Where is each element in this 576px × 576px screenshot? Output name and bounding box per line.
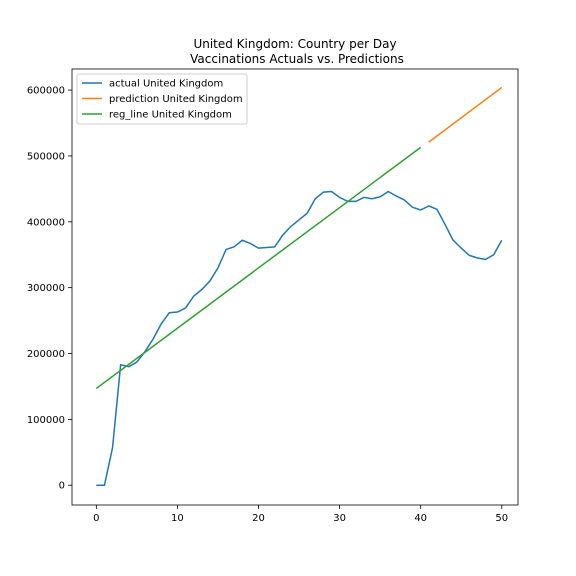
axis-ticks: 0 10 20 30 40 50 0 100000 200000 300000 400000 5000… — [27, 86, 508, 524]
y-tick-label: 100000 — [27, 415, 65, 426]
y-tick-label: 500000 — [27, 151, 65, 162]
legend-label-reg-line: reg_line United Kingdom — [109, 110, 232, 121]
x-tick-label: 0 — [93, 513, 99, 524]
legend: actual United Kingdom prediction United K… — [76, 73, 248, 125]
chart-subtitle: Vaccinations Actuals vs. Predictions — [190, 52, 404, 66]
y-tick-label: 400000 — [27, 217, 65, 228]
legend-label-actual: actual United Kingdom — [109, 79, 223, 90]
x-tick-label: 10 — [171, 513, 184, 524]
y-tick-label: 200000 — [27, 349, 65, 360]
legend-label-prediction: prediction United Kingdom — [109, 94, 243, 105]
legend-box — [76, 73, 248, 125]
plot-area-frame — [71, 68, 519, 506]
x-tick-label: 20 — [252, 513, 265, 524]
y-tick-label: 300000 — [27, 283, 65, 294]
x-tick-label: 50 — [495, 513, 508, 524]
x-tick-label: 30 — [333, 513, 346, 524]
y-tick-label: 0 — [59, 481, 65, 492]
y-tick-label: 600000 — [27, 86, 65, 97]
series-line-prediction — [428, 86, 503, 143]
series-line-actual — [96, 190, 503, 486]
series-lines — [95, 86, 503, 486]
x-tick-label: 40 — [414, 513, 427, 524]
series-line-reg-line — [95, 146, 422, 390]
chart-title: United Kingdom: Country per Day — [193, 37, 396, 51]
